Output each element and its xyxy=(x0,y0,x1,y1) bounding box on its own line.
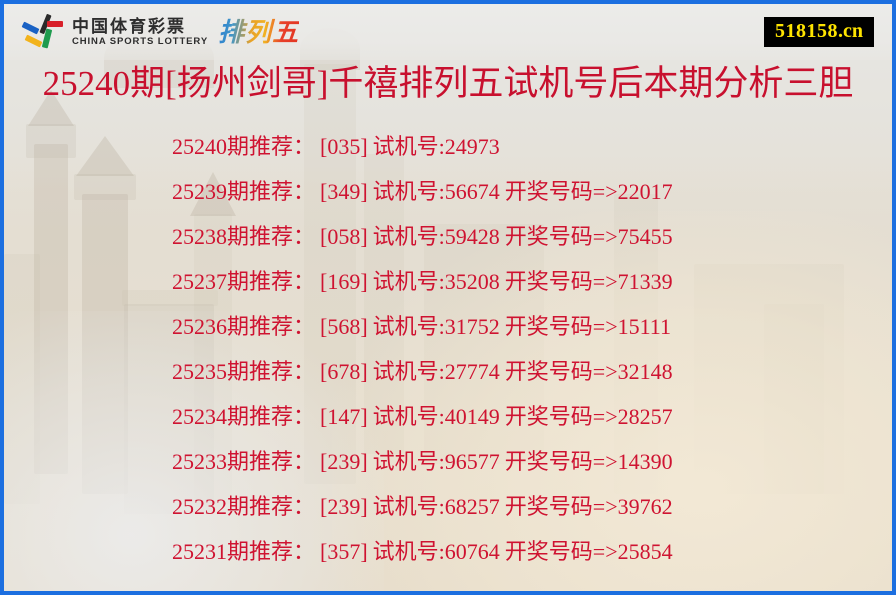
draw-number-label: 开奖号码=> xyxy=(504,269,618,294)
castle-battlement xyxy=(122,290,218,306)
test-number-value: 59428 xyxy=(444,224,500,249)
draw-number-label: 开奖号码=> xyxy=(504,449,618,474)
list-item: 25240期推荐： [035] 试机号:24973 xyxy=(4,124,892,169)
recommend-value: [678] xyxy=(320,359,368,384)
castle-roof xyxy=(76,136,134,176)
test-number-value: 27774 xyxy=(444,359,500,384)
recommend-value: [147] xyxy=(320,404,368,429)
draw-number-label: 开奖号码=> xyxy=(504,494,618,519)
recommend-value: [035] xyxy=(320,134,368,159)
test-number-value: 96577 xyxy=(444,449,500,474)
prediction-list: 25240期推荐： [035] 试机号:24973 25239期推荐： [349] 试机… xyxy=(4,124,892,574)
issue-label: 25233期推荐： xyxy=(172,449,316,474)
test-number-label: 试机号: xyxy=(372,269,445,294)
recommend-value: [169] xyxy=(320,269,368,294)
list-item: 25236期推荐： [568] 试机号:31752 开奖号码=>15111 xyxy=(4,304,892,349)
list-item: 25239期推荐： [349] 试机号:56674 开奖号码=>22017 xyxy=(4,169,892,214)
recommend-value: [357] xyxy=(320,539,368,564)
draw-number-value: 25854 xyxy=(617,539,673,564)
test-number-label: 试机号: xyxy=(372,449,445,474)
list-item: 25232期推荐： [239] 试机号:68257 开奖号码=>39762 xyxy=(4,484,892,529)
draw-number-value: 39762 xyxy=(617,494,673,519)
test-number-value: 35208 xyxy=(444,269,500,294)
test-number-label: 试机号: xyxy=(372,404,445,429)
test-number-label: 试机号: xyxy=(372,359,445,384)
test-number-label: 试机号: xyxy=(372,179,445,204)
castle-roof xyxy=(28,90,74,126)
brand-logo-text: 中国体育彩票 CHINA SPORTS LOTTERY xyxy=(72,17,208,48)
header-bar: 中国体育彩票 CHINA SPORTS LOTTERY 排列五 518158.c… xyxy=(4,4,892,60)
issue-label: 25236期推荐： xyxy=(172,314,316,339)
list-item: 25238期推荐： [058] 试机号:59428 开奖号码=>75455 xyxy=(4,214,892,259)
list-item: 25237期推荐： [169] 试机号:35208 开奖号码=>71339 xyxy=(4,259,892,304)
issue-label: 25235期推荐： xyxy=(172,359,316,384)
recommend-value: [239] xyxy=(320,449,368,474)
draw-number-value: 32148 xyxy=(617,359,673,384)
draw-number-value: 15111 xyxy=(617,314,671,339)
draw-number-value: 14390 xyxy=(617,449,673,474)
brand-name-cn: 中国体育彩票 xyxy=(72,16,186,36)
recommend-value: [058] xyxy=(320,224,368,249)
list-item: 25235期推荐： [678] 试机号:27774 开奖号码=>32148 xyxy=(4,349,892,394)
brand-name-en: CHINA SPORTS LOTTERY xyxy=(72,35,209,47)
issue-label: 25239期推荐： xyxy=(172,179,316,204)
recommend-value: [239] xyxy=(320,494,368,519)
recommend-value: [349] xyxy=(320,179,368,204)
list-item: 25234期推荐： [147] 试机号:40149 开奖号码=>28257 xyxy=(4,394,892,439)
castle-tower-cap xyxy=(74,174,136,200)
page-title: 25240期[扬州剑哥]千禧排列五试机号后本期分析三胆 xyxy=(42,64,854,103)
brand-logo: 中国体育彩票 CHINA SPORTS LOTTERY 排列五 xyxy=(21,12,300,52)
draw-number-value: 71339 xyxy=(617,269,673,294)
castle-roof xyxy=(190,172,236,216)
test-number-value: 31752 xyxy=(444,314,500,339)
draw-number-value: 75455 xyxy=(617,224,673,249)
draw-number-label: 开奖号码=> xyxy=(504,539,618,564)
draw-number-value: 28257 xyxy=(617,404,673,429)
issue-label: 25238期推荐： xyxy=(172,224,316,249)
draw-number-label: 开奖号码=> xyxy=(504,314,618,339)
test-number-value: 24973 xyxy=(444,134,500,159)
test-number-value: 56674 xyxy=(444,179,500,204)
test-number-label: 试机号: xyxy=(372,494,445,519)
issue-label: 25240期推荐： xyxy=(172,134,316,159)
test-number-value: 68257 xyxy=(444,494,500,519)
test-number-value: 40149 xyxy=(444,404,500,429)
game-badge: 排列五 xyxy=(218,17,300,47)
draw-number-label: 开奖号码=> xyxy=(504,359,618,384)
background-mist-right xyxy=(332,211,892,591)
test-number-value: 60764 xyxy=(444,539,500,564)
draw-number-value: 22017 xyxy=(617,179,673,204)
recommend-value: [568] xyxy=(320,314,368,339)
issue-label: 25234期推荐： xyxy=(172,404,316,429)
draw-number-label: 开奖号码=> xyxy=(504,179,618,204)
test-number-label: 试机号: xyxy=(372,539,445,564)
issue-label: 25232期推荐： xyxy=(172,494,316,519)
test-number-label: 试机号: xyxy=(372,314,445,339)
draw-number-label: 开奖号码=> xyxy=(504,404,618,429)
china-sports-lottery-logo-icon xyxy=(21,13,64,50)
list-item: 25233期推荐： [239] 试机号:96577 开奖号码=>14390 xyxy=(4,439,892,484)
castle-tower-cap xyxy=(26,124,76,158)
background-mist-left xyxy=(4,311,384,591)
watermark-site-name: 518158 xyxy=(775,20,838,42)
test-number-label: 试机号: xyxy=(372,224,445,249)
list-item: 25231期推荐： [357] 试机号:60764 开奖号码=>25854 xyxy=(4,529,892,574)
watermark-domain: .cn xyxy=(838,20,863,42)
site-watermark: 518158.cn xyxy=(764,17,874,47)
issue-label: 25231期推荐： xyxy=(172,539,316,564)
test-number-label: 试机号: xyxy=(372,134,445,159)
issue-label: 25237期推荐： xyxy=(172,269,316,294)
draw-number-label: 开奖号码=> xyxy=(504,224,618,249)
